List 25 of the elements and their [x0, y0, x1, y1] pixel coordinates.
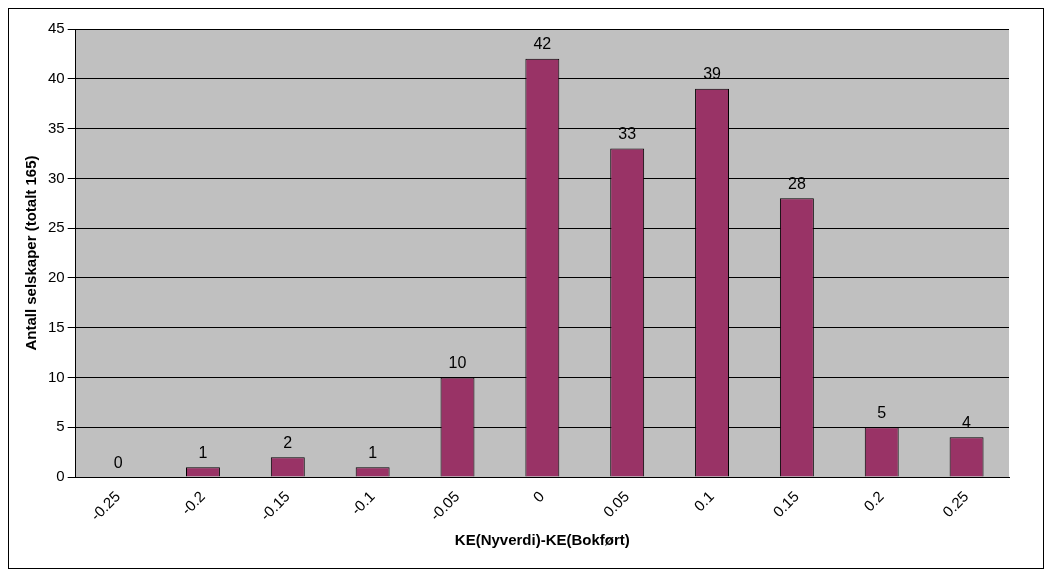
- y-tick-label: 0: [56, 467, 65, 485]
- y-tick-label: 15: [48, 317, 65, 335]
- data-label: 5: [877, 403, 887, 421]
- data-label: 4: [962, 413, 972, 431]
- y-tick-label: 40: [48, 68, 65, 86]
- x-axis-title: KE(Nyverdi)-KE(Bokført): [454, 531, 630, 549]
- x-tick-label: -0.1: [347, 487, 378, 518]
- y-tick-label: 45: [48, 19, 65, 37]
- data-label: 2: [283, 433, 293, 451]
- data-label: 10: [448, 353, 467, 371]
- y-tick-label: 20: [48, 268, 65, 286]
- x-tick-label: 0.2: [860, 487, 887, 515]
- data-label: 0: [113, 453, 123, 471]
- y-axis-title: Antall selskaper (totalt 165): [22, 155, 40, 351]
- y-tick-label: 30: [48, 168, 65, 186]
- x-tick-label: -0.2: [177, 487, 208, 518]
- y-tick-label: 25: [48, 218, 65, 236]
- y-tick-label: 5: [56, 417, 65, 435]
- y-tick-label: 35: [48, 118, 65, 136]
- data-label: 1: [368, 443, 378, 461]
- data-label: 1: [198, 443, 208, 461]
- x-tick-label: 0.1: [690, 487, 718, 515]
- data-label: 42: [533, 35, 552, 53]
- x-tick-label: 0: [529, 487, 548, 506]
- y-tick-label: 10: [48, 367, 65, 385]
